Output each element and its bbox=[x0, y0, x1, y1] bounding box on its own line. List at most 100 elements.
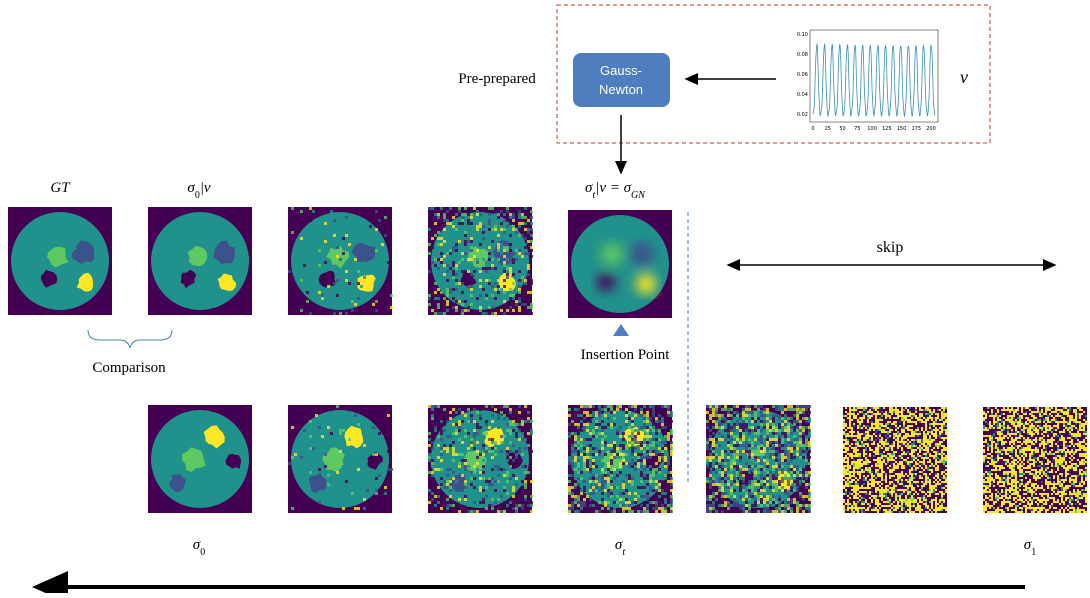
noise bbox=[461, 252, 464, 255]
noise bbox=[851, 457, 853, 459]
noise bbox=[515, 258, 518, 261]
noise bbox=[881, 497, 883, 499]
noise bbox=[911, 495, 913, 497]
noise bbox=[879, 447, 881, 449]
noise bbox=[494, 288, 497, 291]
noise bbox=[778, 414, 781, 417]
noise bbox=[482, 453, 485, 456]
noise bbox=[637, 477, 640, 480]
noise bbox=[993, 415, 995, 417]
blob bbox=[636, 274, 656, 294]
noise bbox=[799, 486, 802, 489]
noise bbox=[646, 432, 649, 435]
noise bbox=[1001, 443, 1003, 445]
noise bbox=[889, 483, 891, 485]
noise bbox=[524, 432, 527, 435]
noise bbox=[1021, 501, 1023, 503]
noise bbox=[808, 429, 811, 432]
noise bbox=[999, 449, 1001, 451]
noise bbox=[943, 501, 945, 503]
noise bbox=[497, 468, 500, 471]
noise bbox=[482, 237, 485, 240]
noise bbox=[485, 486, 488, 489]
noise bbox=[775, 477, 778, 480]
noise bbox=[604, 432, 607, 435]
noise bbox=[604, 411, 607, 414]
noise bbox=[799, 411, 802, 414]
noise bbox=[748, 438, 751, 441]
noise bbox=[849, 483, 851, 485]
noise bbox=[736, 405, 739, 408]
noise bbox=[787, 456, 790, 459]
noise bbox=[574, 423, 577, 426]
noise bbox=[721, 420, 724, 423]
noise bbox=[527, 225, 530, 228]
noise bbox=[736, 414, 739, 417]
noise bbox=[622, 447, 625, 450]
noise bbox=[503, 219, 506, 222]
noise bbox=[670, 432, 673, 435]
noise bbox=[1017, 423, 1019, 425]
noise bbox=[712, 408, 715, 411]
noise bbox=[446, 498, 449, 501]
noise bbox=[580, 444, 583, 447]
noise bbox=[482, 444, 485, 447]
noise bbox=[921, 449, 923, 451]
noise bbox=[518, 210, 521, 213]
noise bbox=[941, 471, 943, 473]
noise bbox=[1019, 507, 1021, 509]
noise bbox=[887, 427, 889, 429]
noise bbox=[877, 443, 879, 445]
noise bbox=[905, 505, 907, 507]
noise bbox=[879, 485, 881, 487]
noise bbox=[509, 456, 512, 459]
noise bbox=[742, 507, 745, 510]
noise bbox=[855, 447, 857, 449]
noise bbox=[485, 480, 488, 483]
noise bbox=[911, 473, 913, 475]
noise bbox=[476, 411, 479, 414]
noise bbox=[855, 495, 857, 497]
noise bbox=[905, 461, 907, 463]
noise bbox=[921, 485, 923, 487]
noise bbox=[733, 456, 736, 459]
noise bbox=[925, 425, 927, 427]
noise bbox=[568, 477, 571, 480]
noise bbox=[527, 444, 530, 447]
noise bbox=[895, 407, 897, 409]
noise bbox=[739, 465, 742, 468]
noise bbox=[461, 303, 464, 306]
noise bbox=[503, 501, 506, 504]
noise bbox=[739, 495, 742, 498]
noise bbox=[748, 408, 751, 411]
noise bbox=[927, 443, 929, 445]
noise bbox=[929, 483, 931, 485]
noise bbox=[479, 309, 482, 312]
noise bbox=[336, 405, 339, 408]
noise bbox=[937, 409, 939, 411]
noise bbox=[443, 423, 446, 426]
noise bbox=[580, 459, 583, 462]
noise bbox=[775, 429, 778, 432]
noise bbox=[521, 465, 524, 468]
noise bbox=[995, 469, 997, 471]
noise bbox=[512, 429, 515, 432]
comparison-brace bbox=[88, 330, 172, 348]
noise bbox=[1003, 471, 1005, 473]
noise bbox=[845, 455, 847, 457]
noise bbox=[997, 419, 999, 421]
noise bbox=[855, 435, 857, 437]
noise bbox=[437, 501, 440, 504]
noise bbox=[855, 493, 857, 495]
noise bbox=[1001, 509, 1003, 511]
noise bbox=[619, 417, 622, 420]
noise bbox=[586, 495, 589, 498]
noise bbox=[1025, 453, 1027, 455]
noise bbox=[1005, 477, 1007, 479]
noise bbox=[899, 483, 901, 485]
noise bbox=[473, 510, 476, 513]
noise bbox=[1009, 495, 1011, 497]
noise bbox=[309, 219, 312, 222]
noise bbox=[925, 493, 927, 495]
noise bbox=[527, 495, 530, 498]
